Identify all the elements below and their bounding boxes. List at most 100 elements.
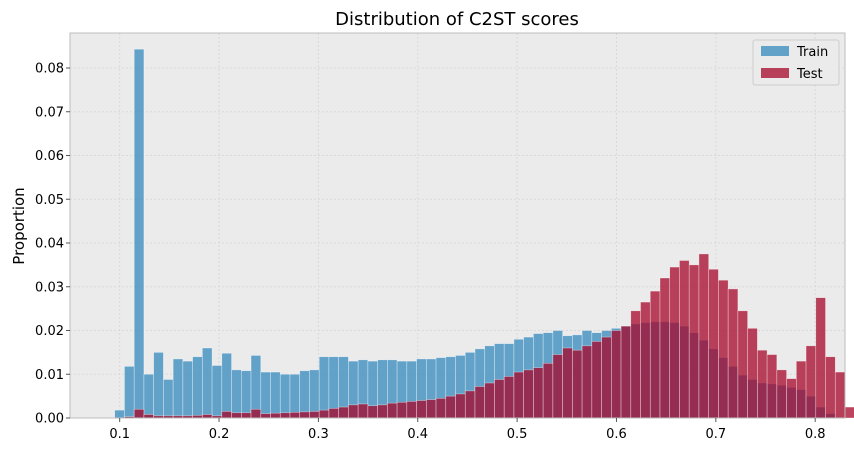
train-bar [153,352,164,419]
test-bar [562,347,573,419]
train-bar [221,352,232,419]
train-bar [240,370,252,419]
test-bar [338,406,349,419]
x-tick-label: 0.5 [507,427,528,442]
test-bar [133,408,145,419]
legend-label-test: Test [796,67,823,82]
bars-group [114,48,854,419]
test-bar [825,356,836,419]
test-bar [620,325,632,419]
chart-title: Distribution of C2ST scores [335,9,579,30]
x-tick-label: 0.4 [407,427,428,442]
test-bar [377,404,388,419]
test-bar [455,393,466,419]
train-bar [299,370,310,419]
test-bar [474,386,486,419]
train-bar [202,347,213,419]
test-bar [679,260,690,419]
test-bar [591,341,602,419]
axis-ticks: 0.1 0.2 0.3 0.4 0.5 0.6 0.7 0.8 0.00 0.01 0.02 0.03… [35,62,825,443]
y-tick-label: 0.07 [35,105,64,120]
y-tick-label: 0.05 [35,193,64,208]
test-bar [718,279,729,419]
test-bar [786,378,797,419]
train-bar [192,356,203,419]
test-bar [250,408,262,419]
test-bar [240,412,252,419]
train-bar [309,369,320,419]
x-tick-label: 0.2 [209,427,230,442]
test-bar [766,354,778,419]
test-bar [523,369,534,419]
test-bar [640,301,651,419]
plot-frame [69,32,846,419]
test-bar [669,266,680,419]
test-bar [396,401,408,419]
test-bar [757,349,768,419]
test-bar [279,412,291,419]
test-bar [698,253,709,419]
test-bar [572,349,583,419]
test-bar [464,390,476,419]
test-bar [659,277,671,419]
test-bar [328,408,339,419]
train-bar [172,358,184,419]
train-bar [231,369,242,419]
test-bar [260,413,271,419]
train-bar [289,373,301,419]
test-bar [552,354,563,419]
test-bar [270,412,281,419]
train-bar [318,356,330,419]
test-bar [318,409,330,419]
x-tick-label: 0.3 [308,427,329,442]
train-bar [163,379,174,419]
test-bar [727,288,739,419]
test-bar [416,400,427,419]
y-tick-label: 0.02 [35,324,64,339]
test-bar [494,379,505,419]
test-bar [611,330,622,419]
test-bar [688,264,700,419]
test-bar [747,328,758,419]
test-bar [484,382,495,419]
y-tick-label: 0.04 [35,237,64,252]
test-bar [581,345,593,419]
legend-swatch-train [761,46,789,56]
train-bar [250,355,262,419]
train-bar [260,371,271,419]
y-tick-label: 0.08 [35,62,64,77]
test-bar [202,414,213,419]
train-bar [143,373,154,419]
series-test [124,253,854,419]
test-bar [503,376,515,419]
train-bar [133,48,145,419]
test-bar [357,403,369,419]
x-tick-label: 0.1 [109,427,130,442]
test-bar [387,402,398,419]
train-bar [114,409,125,419]
train-bar [182,360,193,419]
x-tick-label: 0.7 [705,427,726,442]
y-tick-label: 0.06 [35,149,64,164]
legend: Train Test [752,39,840,86]
test-bar [143,414,154,419]
test-bar [649,290,661,419]
test-bar [406,401,417,419]
test-bar [601,336,612,419]
test-bar [445,395,456,419]
y-tick-label: 0.00 [35,412,64,427]
test-bar [834,371,846,419]
train-bar [270,371,281,419]
test-bar [309,411,320,419]
legend-label-train: Train [796,45,828,60]
y-axis-label: Proportion [10,187,28,264]
y-tick-label: 0.01 [35,368,64,383]
test-bar [815,297,826,419]
test-bar [231,412,242,419]
test-bar [805,345,817,419]
test-bar [796,360,807,419]
legend-swatch-test [761,68,789,78]
test-bar [513,371,524,419]
